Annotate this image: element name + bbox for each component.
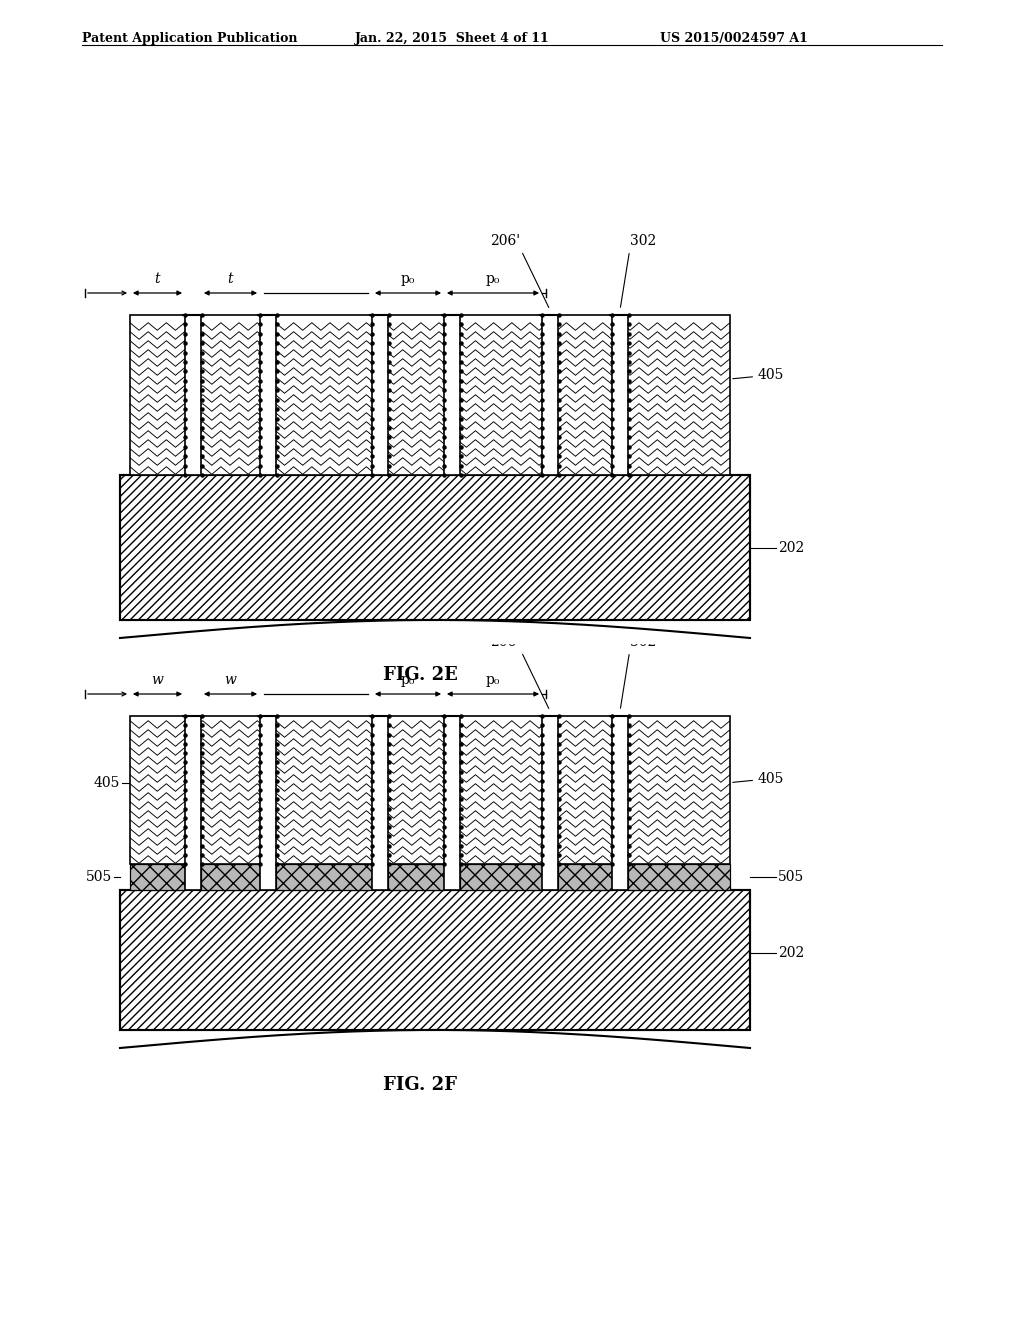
Text: US 2015/0024597 A1: US 2015/0024597 A1: [660, 32, 808, 45]
Bar: [460, 865, 542, 890]
Bar: [444, 715, 460, 890]
Bar: [558, 865, 612, 890]
Bar: [260, 865, 276, 890]
Bar: [372, 315, 388, 475]
Text: p₀: p₀: [400, 673, 415, 686]
Text: 202: 202: [778, 540, 804, 554]
Bar: [120, 475, 750, 620]
Text: 405: 405: [93, 776, 120, 789]
Bar: [388, 865, 444, 890]
Bar: [120, 475, 750, 620]
Text: 302: 302: [621, 234, 656, 308]
Text: 206': 206': [489, 234, 549, 308]
Text: Jan. 22, 2015  Sheet 4 of 11: Jan. 22, 2015 Sheet 4 of 11: [355, 32, 550, 45]
Bar: [542, 865, 558, 890]
Text: Patent Application Publication: Patent Application Publication: [82, 32, 298, 45]
Bar: [130, 315, 730, 475]
Bar: [130, 715, 730, 865]
Bar: [460, 865, 542, 890]
Text: w: w: [224, 673, 237, 686]
Text: p₀: p₀: [400, 272, 415, 286]
Bar: [260, 715, 276, 890]
Bar: [120, 475, 750, 620]
Bar: [185, 865, 201, 890]
Bar: [558, 865, 612, 890]
Bar: [612, 715, 628, 890]
Bar: [612, 865, 628, 890]
Bar: [260, 315, 276, 475]
Bar: [444, 865, 460, 890]
Text: 505: 505: [86, 870, 112, 884]
Bar: [388, 865, 444, 890]
Bar: [276, 865, 372, 890]
Bar: [372, 715, 388, 890]
Text: 505: 505: [778, 870, 804, 884]
Bar: [130, 865, 185, 890]
Text: 405: 405: [733, 368, 784, 381]
Bar: [542, 715, 558, 890]
Bar: [628, 865, 730, 890]
Bar: [120, 890, 750, 1030]
Bar: [558, 865, 612, 890]
Bar: [201, 865, 260, 890]
Bar: [460, 865, 542, 890]
Bar: [372, 865, 388, 890]
Bar: [276, 865, 372, 890]
Bar: [185, 315, 201, 475]
Bar: [130, 865, 185, 890]
Text: FIG. 2F: FIG. 2F: [383, 1076, 457, 1094]
Bar: [130, 315, 730, 475]
Text: p₀: p₀: [485, 272, 500, 286]
Text: p₀: p₀: [485, 673, 500, 686]
Bar: [388, 865, 444, 890]
Bar: [628, 865, 730, 890]
Bar: [612, 315, 628, 475]
Text: 202: 202: [778, 946, 804, 960]
Text: 206': 206': [489, 635, 549, 709]
Bar: [130, 715, 730, 865]
Bar: [276, 865, 372, 890]
Bar: [542, 315, 558, 475]
Bar: [444, 315, 460, 475]
Bar: [201, 865, 260, 890]
Text: t: t: [227, 272, 233, 286]
Bar: [120, 890, 750, 1030]
Bar: [120, 890, 750, 1030]
Text: 405: 405: [733, 772, 784, 785]
Bar: [628, 865, 730, 890]
Text: FIG. 2E: FIG. 2E: [383, 667, 458, 684]
Bar: [201, 865, 260, 890]
Text: t: t: [155, 272, 161, 286]
Text: 302: 302: [621, 635, 656, 709]
Bar: [130, 865, 185, 890]
Text: w: w: [152, 673, 164, 686]
Bar: [185, 715, 201, 890]
